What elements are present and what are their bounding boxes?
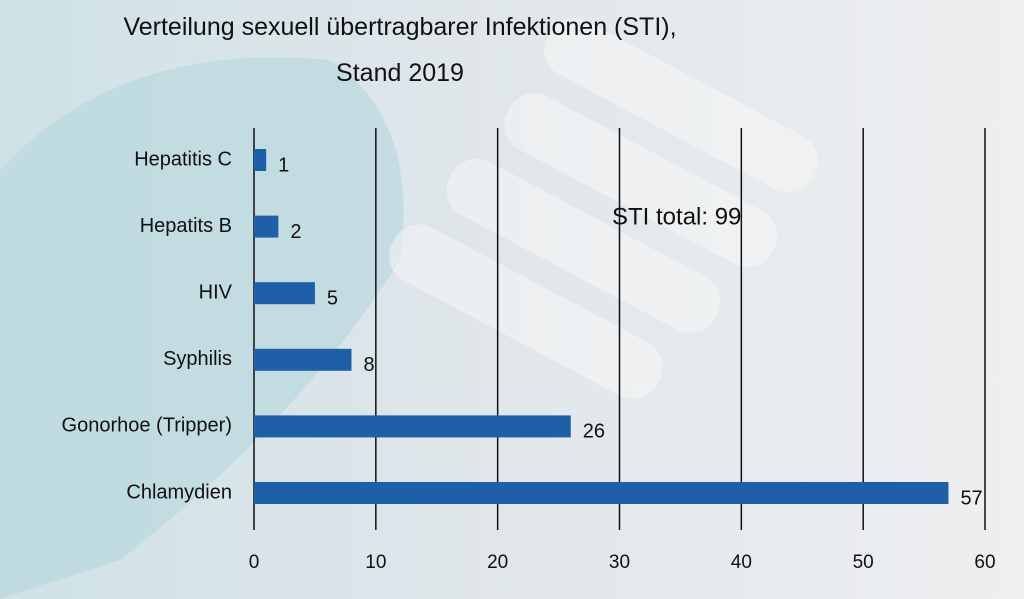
bar	[254, 282, 315, 305]
y-tick-label: Gonorhoe (Tripper)	[62, 415, 232, 437]
y-tick-label: Hepatitis C	[134, 148, 232, 170]
y-tick-label: Hepatits B	[140, 215, 232, 237]
x-tick-label: 60	[974, 552, 995, 573]
x-tick-label: 0	[249, 552, 260, 573]
bar	[254, 348, 352, 371]
value-label: 8	[363, 354, 374, 376]
y-tick-label: Syphilis	[163, 348, 232, 370]
y-tick-label: Chlamydien	[126, 481, 232, 503]
x-tick-label: 20	[487, 552, 508, 573]
value-label: 2	[290, 221, 301, 243]
value-label: 57	[960, 487, 982, 509]
background-tubes	[389, 18, 818, 399]
bar	[254, 149, 267, 171]
chart-title: Verteilung sexuell übertragbarer Infekti…	[123, 13, 677, 87]
x-tick-label: 50	[853, 552, 874, 573]
bar	[254, 215, 279, 238]
annotation: STI total: 99	[612, 203, 741, 230]
value-label: 1	[278, 154, 289, 176]
bar	[254, 482, 949, 504]
value-label: 26	[583, 421, 605, 443]
plot-area: 0 10 20 30 40 50 60 Hepatitis C 1 Hepatits B 2 HIV 5…	[62, 128, 996, 573]
y-tick-label: HIV	[199, 281, 233, 303]
background-shape	[0, 57, 404, 599]
x-tick-label: 40	[731, 552, 752, 573]
x-tick-label: 30	[609, 552, 630, 573]
value-label: 5	[327, 287, 338, 309]
bar	[254, 415, 571, 438]
x-tick-label: 10	[365, 552, 386, 573]
